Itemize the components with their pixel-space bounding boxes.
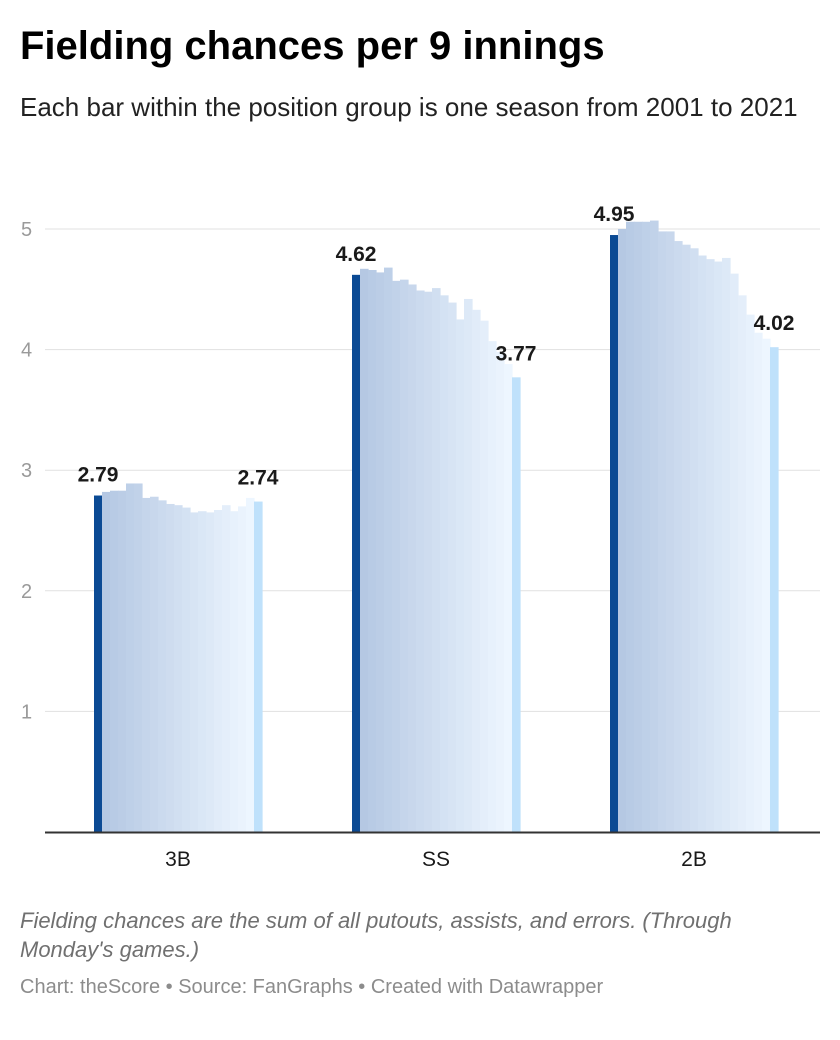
- bar-ss-2008: [408, 284, 417, 832]
- bar-2b-2006: [650, 220, 659, 833]
- bar-2b-2019: [754, 332, 763, 832]
- bar-ss-2017: [480, 320, 489, 832]
- data-labels: 2.79 2.74 4.62 3.77 4.95 4.02: [78, 203, 795, 490]
- bar-2b-2020: [762, 338, 771, 832]
- bar-3b-2015: [206, 512, 215, 832]
- chart-credit: Chart: theScore: [20, 976, 161, 998]
- bar-2b-2004: [634, 221, 643, 832]
- bar-ss-2001: [352, 274, 361, 832]
- bar-2b-2013: [706, 259, 715, 832]
- bar-3b-2003: [110, 490, 119, 832]
- y-tick-label: 2: [21, 581, 32, 603]
- y-tick-label: 4: [21, 340, 32, 362]
- data-label-last: 2.74: [238, 467, 279, 490]
- bar-ss-2019: [496, 352, 505, 832]
- bar-ss-2004: [376, 272, 385, 832]
- bar-ss-2020: [504, 364, 513, 832]
- bar-2b-2002: [618, 229, 627, 832]
- source-credit: Source: FanGraphs: [178, 976, 353, 998]
- bar-3b-2004: [118, 490, 127, 832]
- y-tick-label: 5: [21, 219, 32, 241]
- x-tick-label: 2B: [681, 848, 707, 871]
- bar-3b-2012: [182, 507, 191, 832]
- bar-3b-2006: [134, 483, 143, 832]
- x-axis-ticks: 3B SS 2B: [165, 848, 707, 871]
- bar-2b-2014: [714, 261, 723, 832]
- bar-ss-2007: [400, 279, 409, 833]
- data-label-last: 3.77: [496, 342, 537, 365]
- bar-3b-2013: [190, 512, 199, 832]
- data-label-first: 4.95: [594, 203, 635, 226]
- bar-2b-2005: [642, 221, 651, 832]
- bar-2b-2010: [682, 244, 691, 833]
- bar-3b-2018: [230, 511, 239, 832]
- bar-2b-2018: [746, 314, 755, 833]
- data-label-first: 4.62: [336, 243, 377, 266]
- bar-3b-2005: [126, 483, 135, 832]
- chart-footer: Chart: theScore • Source: FanGraphs • Cr…: [20, 974, 820, 1000]
- chart-subtitle: Each bar within the position group is on…: [20, 92, 798, 122]
- tool-credit: Created with Datawrapper: [370, 976, 604, 998]
- bar-2b-2021: [770, 347, 779, 832]
- y-tick-label: 1: [21, 701, 32, 723]
- bar-ss-2014: [456, 319, 465, 832]
- bar-ss-2003: [368, 270, 377, 832]
- bar-3b-2009: [158, 500, 167, 832]
- bar-ss-2021: [512, 377, 521, 832]
- x-tick-label: SS: [422, 848, 450, 871]
- data-label-first: 2.79: [78, 464, 119, 487]
- bar-ss-2012: [440, 295, 449, 833]
- bar-2b-2012: [698, 255, 707, 833]
- bar-2b-2001: [610, 235, 619, 832]
- bar-ss-2009: [416, 290, 425, 833]
- bar-2b-2007: [658, 231, 667, 833]
- bar-3b-2020: [246, 497, 255, 832]
- x-tick-label: 3B: [165, 848, 191, 871]
- bar-ss-2015: [464, 298, 473, 832]
- y-axis-ticks: 1 2 3 4 5: [21, 219, 32, 723]
- bar-2b-2009: [674, 241, 683, 832]
- bar-2b-2015: [722, 257, 731, 833]
- footer-separator: •: [160, 976, 179, 998]
- bar-3b-2011: [174, 505, 183, 832]
- bars: [94, 220, 779, 833]
- bar-3b-2014: [198, 511, 207, 832]
- bar-2b-2016: [730, 273, 739, 832]
- chart-title: Fielding chances per 9 innings: [20, 24, 605, 68]
- chart-notes: Fielding chances are the sum of all puto…: [20, 908, 732, 962]
- footer-separator: •: [352, 976, 371, 998]
- bar-3b-2007: [142, 497, 151, 832]
- bar-2b-2011: [690, 248, 699, 832]
- bar-ss-2005: [384, 267, 393, 832]
- bar-2b-2017: [738, 295, 747, 833]
- bar-3b-2017: [222, 505, 231, 832]
- bar-3b-2002: [102, 491, 111, 832]
- bar-3b-2016: [214, 509, 223, 832]
- bar-ss-2018: [488, 341, 497, 832]
- bar-ss-2011: [432, 288, 441, 832]
- bar-3b-2021: [254, 501, 263, 832]
- bar-3b-2019: [238, 506, 247, 832]
- bar-ss-2013: [448, 302, 457, 832]
- bar-3b-2008: [150, 496, 159, 832]
- bar-3b-2001: [94, 495, 103, 832]
- bar-ss-2006: [392, 280, 401, 832]
- data-label-last: 4.02: [754, 312, 795, 335]
- y-tick-label: 3: [21, 460, 32, 482]
- bar-ss-2002: [360, 268, 369, 833]
- bar-2b-2003: [626, 221, 635, 832]
- bar-ss-2016: [472, 309, 481, 832]
- bar-ss-2010: [424, 291, 433, 832]
- bar-2b-2008: [666, 231, 675, 833]
- bar-3b-2010: [166, 503, 175, 832]
